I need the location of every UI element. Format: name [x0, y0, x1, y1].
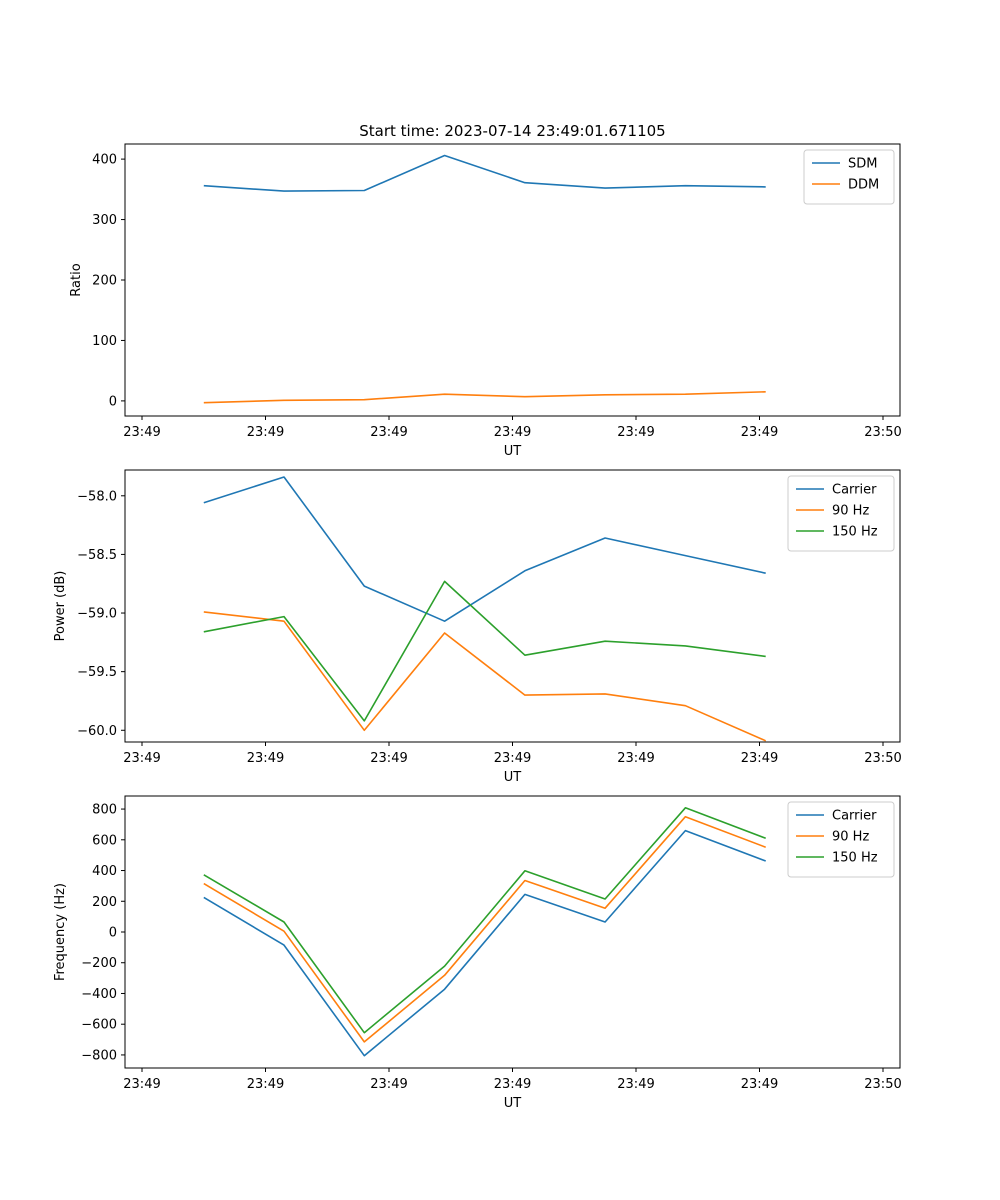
x-tick-label: 23:49 — [741, 1077, 778, 1092]
x-tick-label: 23:49 — [247, 1077, 284, 1092]
legend-entry: 150 Hz — [832, 525, 878, 540]
charts-container: 23:49 23:49 23:49 23:49 23:49 23:49 23:50 0 100 2… — [53, 143, 902, 1111]
y-tick-label: 200 — [92, 895, 117, 910]
y-tick-label: −59.5 — [77, 665, 117, 680]
legend-box — [787, 475, 895, 552]
x-axis-label: UT — [504, 770, 522, 785]
y-tick-label: 200 — [92, 274, 117, 289]
y-axis-label: Power (dB) — [53, 571, 68, 642]
figure-title: Start time: 2023-07-14 23:49:01.671105 — [359, 122, 665, 140]
series-line-sdm — [203, 154, 766, 192]
y-axis-label: Frequency (Hz) — [53, 883, 68, 981]
series-line-carrier — [203, 829, 766, 1057]
x-tick-label: 23:49 — [617, 1077, 654, 1092]
x-tick-label: 23:49 — [494, 1077, 531, 1092]
y-tick-label: −59.0 — [77, 607, 117, 622]
legend-entry: DDM — [848, 178, 879, 193]
legend: SDM DDM — [803, 149, 895, 205]
legend: Carrier 90 Hz 150 Hz — [787, 801, 895, 878]
series-line-150-hz — [203, 580, 766, 722]
series-line-90-hz — [203, 815, 766, 1043]
series-line-ddm — [203, 391, 766, 404]
x-tick-label: 23:49 — [370, 1077, 407, 1092]
x-tick-label: 23:49 — [617, 425, 654, 440]
x-tick-label: 23:49 — [123, 425, 160, 440]
y-tick-label: −200 — [81, 956, 117, 971]
subplot-3: 23:49 23:49 23:49 23:49 23:49 23:49 23:50 −800 −… — [53, 795, 902, 1111]
x-tick-label: 23:49 — [123, 751, 160, 766]
x-tick-label: 23:49 — [247, 425, 284, 440]
y-tick-label: 600 — [92, 833, 117, 848]
x-tick-label: 23:49 — [123, 1077, 160, 1092]
x-tick-label: 23:49 — [494, 751, 531, 766]
series-line-90-hz — [203, 611, 767, 742]
series-line-carrier — [203, 476, 766, 623]
y-tick-label: 400 — [92, 153, 117, 168]
x-tick-label: 23:49 — [370, 751, 407, 766]
y-tick-label: −600 — [81, 1018, 117, 1033]
y-tick-label: 400 — [92, 864, 117, 879]
y-tick-label: −60.0 — [77, 724, 117, 739]
x-axis-label: UT — [504, 1096, 522, 1111]
y-tick-label: 0 — [109, 394, 117, 409]
legend-entry: 90 Hz — [832, 504, 869, 519]
x-tick-label: 23:49 — [370, 425, 407, 440]
y-tick-label: 300 — [92, 213, 117, 228]
x-tick-label: 23:49 — [741, 425, 778, 440]
x-tick-label: 23:49 — [494, 425, 531, 440]
x-tick-label: 23:49 — [247, 751, 284, 766]
legend-entry: 90 Hz — [832, 830, 869, 845]
x-tick-label: 23:50 — [864, 1077, 901, 1092]
x-tick-label: 23:49 — [741, 751, 778, 766]
legend-box — [787, 801, 895, 878]
y-tick-label: −58.0 — [77, 489, 117, 504]
series-line-150-hz — [203, 806, 766, 1034]
y-tick-label: −800 — [81, 1048, 117, 1063]
subplot-2: 23:49 23:49 23:49 23:49 23:49 23:49 23:50 −58.0… — [53, 469, 902, 785]
legend-entry: SDM — [848, 157, 877, 172]
legend-entry: Carrier — [832, 809, 877, 824]
y-tick-label: 800 — [92, 803, 117, 818]
y-tick-label: −58.5 — [77, 548, 117, 563]
y-tick-label: −400 — [81, 987, 117, 1002]
subplot-1: 23:49 23:49 23:49 23:49 23:49 23:49 23:50 0 100 2… — [69, 143, 902, 459]
x-tick-label: 23:50 — [864, 751, 901, 766]
y-tick-label: 0 — [109, 926, 117, 941]
y-axis-label: Ratio — [69, 263, 84, 296]
x-tick-label: 23:50 — [864, 425, 901, 440]
legend: Carrier 90 Hz 150 Hz — [787, 475, 895, 552]
legend-entry: 150 Hz — [832, 851, 878, 866]
y-tick-label: 100 — [92, 334, 117, 349]
legend-entry: Carrier — [832, 483, 877, 498]
x-tick-label: 23:49 — [617, 751, 654, 766]
x-axis-label: UT — [504, 444, 522, 459]
